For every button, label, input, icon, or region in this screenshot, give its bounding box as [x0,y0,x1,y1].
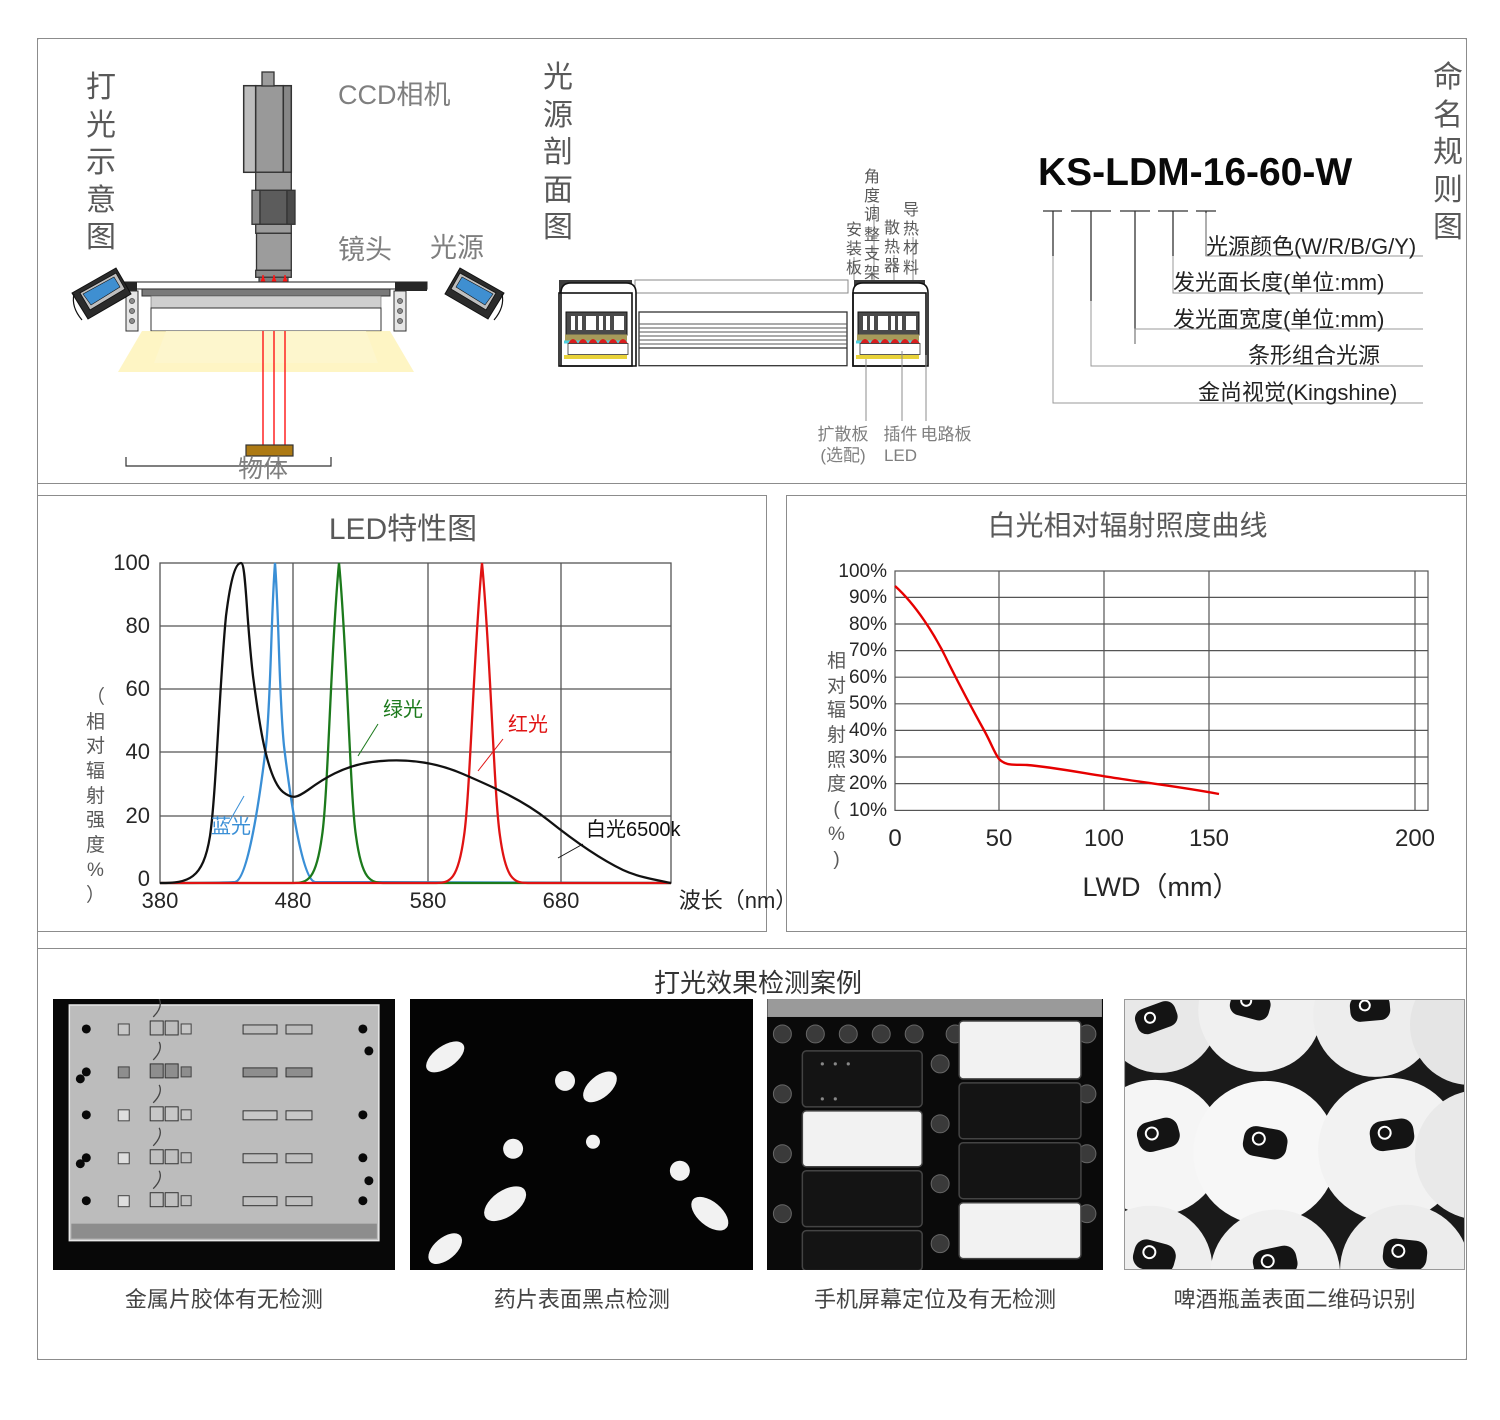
svg-text:580: 580 [410,888,447,913]
svg-text:10%: 10% [849,800,887,821]
svg-text:100%: 100% [838,561,887,582]
svg-text:绿光: 绿光 [383,698,423,721]
svg-text:20%: 20% [849,773,887,794]
svg-text:70%: 70% [849,640,887,661]
svg-text:80: 80 [126,613,150,638]
svg-text:白光6500k: 白光6500k [586,818,681,841]
svg-text:90%: 90% [849,587,887,608]
svg-text:680: 680 [543,888,580,913]
svg-text:0: 0 [888,825,901,852]
svg-text:红光: 红光 [508,713,548,736]
svg-text:60: 60 [126,676,150,701]
svg-text:40: 40 [126,739,150,764]
svg-text:80%: 80% [849,614,887,635]
svg-text:380: 380 [142,888,179,913]
svg-text:150: 150 [1189,825,1229,852]
svg-text:50: 50 [986,825,1013,852]
svg-text:LWD（mm）: LWD（mm） [1083,872,1240,902]
svg-text:30%: 30% [849,747,887,768]
svg-text:波长（nm）: 波长（nm） [679,888,784,913]
svg-text:40%: 40% [849,720,887,741]
svg-text:200: 200 [1395,825,1435,852]
svg-text:480: 480 [275,888,312,913]
svg-text:60%: 60% [849,667,887,688]
svg-text:100: 100 [1084,825,1124,852]
svg-text:100: 100 [113,550,150,575]
svg-text:20: 20 [126,803,150,828]
svg-text:50%: 50% [849,693,887,714]
